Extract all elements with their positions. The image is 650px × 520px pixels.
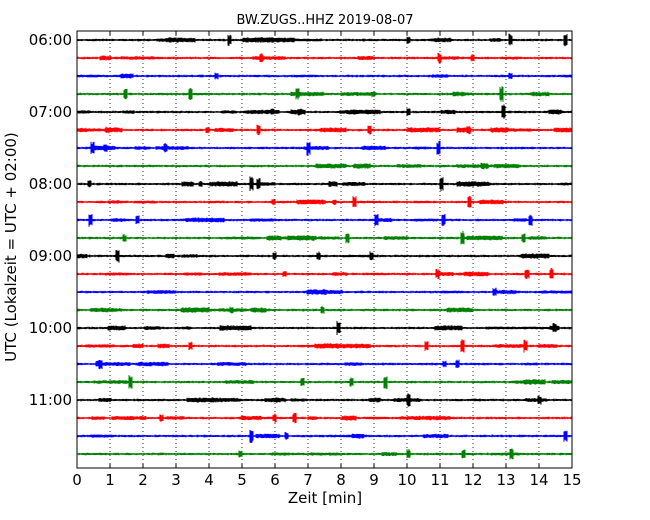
x-tick-label: 1 bbox=[105, 471, 115, 489]
x-tick-label: 10 bbox=[397, 471, 416, 489]
x-tick-label: 4 bbox=[204, 471, 214, 489]
x-tick-label: 11 bbox=[430, 471, 449, 489]
tick-layer: 0 1 2 3 4 5 6 7 8 9 10 11 12 13 14 1506:0007:0008:0009:… bbox=[29, 31, 582, 489]
x-tick-label: 6 bbox=[270, 471, 280, 489]
y-tick-label: 11:00 bbox=[29, 391, 72, 409]
y-tick-label: 10:00 bbox=[29, 319, 72, 337]
chart-title: BW.ZUGS..HHZ 2019-08-07 bbox=[236, 13, 413, 28]
x-tick-label: 9 bbox=[369, 471, 379, 489]
y-tick-label: 07:00 bbox=[29, 103, 72, 121]
y-tick-label: 08:00 bbox=[29, 175, 72, 193]
y-axis-label: UTC (Lokalzeit = UTC + 02:00) bbox=[2, 132, 20, 362]
x-tick-label: 15 bbox=[562, 471, 581, 489]
grid-layer bbox=[109, 31, 540, 468]
x-tick-label: 14 bbox=[529, 471, 548, 489]
y-tick-label: 06:00 bbox=[29, 31, 72, 49]
plot-frame bbox=[76, 30, 573, 469]
x-tick-label: 5 bbox=[237, 471, 247, 489]
x-tick-label: 12 bbox=[463, 471, 482, 489]
x-tick-label: 2 bbox=[138, 471, 148, 489]
x-tick-label: 3 bbox=[171, 471, 181, 489]
y-tick-label: 09:00 bbox=[29, 247, 72, 265]
x-tick-label: 7 bbox=[303, 471, 313, 489]
x-axis-label: Zeit [min] bbox=[288, 489, 362, 507]
x-tick-label: 0 bbox=[72, 471, 82, 489]
x-tick-label: 8 bbox=[336, 471, 346, 489]
x-tick-label: 13 bbox=[496, 471, 515, 489]
